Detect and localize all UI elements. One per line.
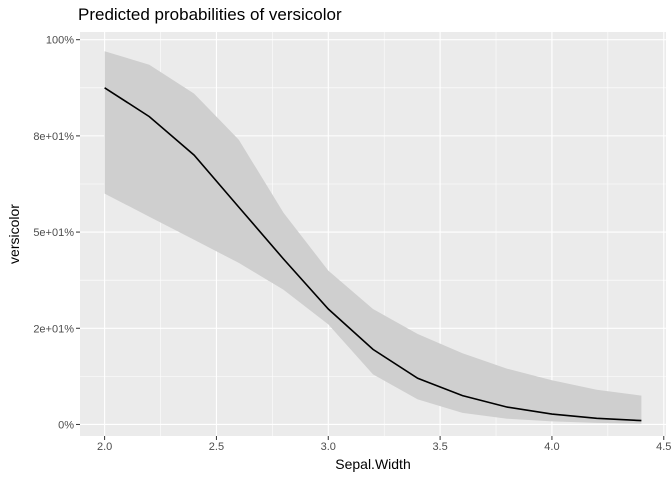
x-axis-title: Sepal.Width: [335, 456, 410, 472]
x-tick-label: 3.0: [321, 441, 336, 453]
prediction-line: [104, 87, 642, 422]
x-tick-label: 4.0: [544, 441, 559, 453]
y-tick-label: 2e+01%: [33, 323, 74, 335]
y-axis: 0% 2e+01% 5e+01% 8e+01% 100%: [33, 35, 80, 431]
x-tick-label: 2.0: [97, 441, 112, 453]
x-axis: 2.0 2.5 3.0 3.5 4.0 4.5: [97, 436, 671, 453]
y-tick-label: 0%: [58, 419, 74, 431]
x-tick-label: 4.5: [656, 441, 671, 453]
y-tick-label: 100%: [46, 35, 74, 47]
confidence-ribbon: [104, 51, 642, 424]
x-tick-label: 3.5: [432, 441, 447, 453]
chart-title: Predicted probabilities of versicolor: [78, 5, 342, 24]
x-tick-label: 2.5: [209, 441, 224, 453]
y-tick-label: 8e+01%: [33, 131, 74, 143]
y-axis-title: versicolor: [6, 204, 22, 264]
y-tick-label: 5e+01%: [33, 227, 74, 239]
